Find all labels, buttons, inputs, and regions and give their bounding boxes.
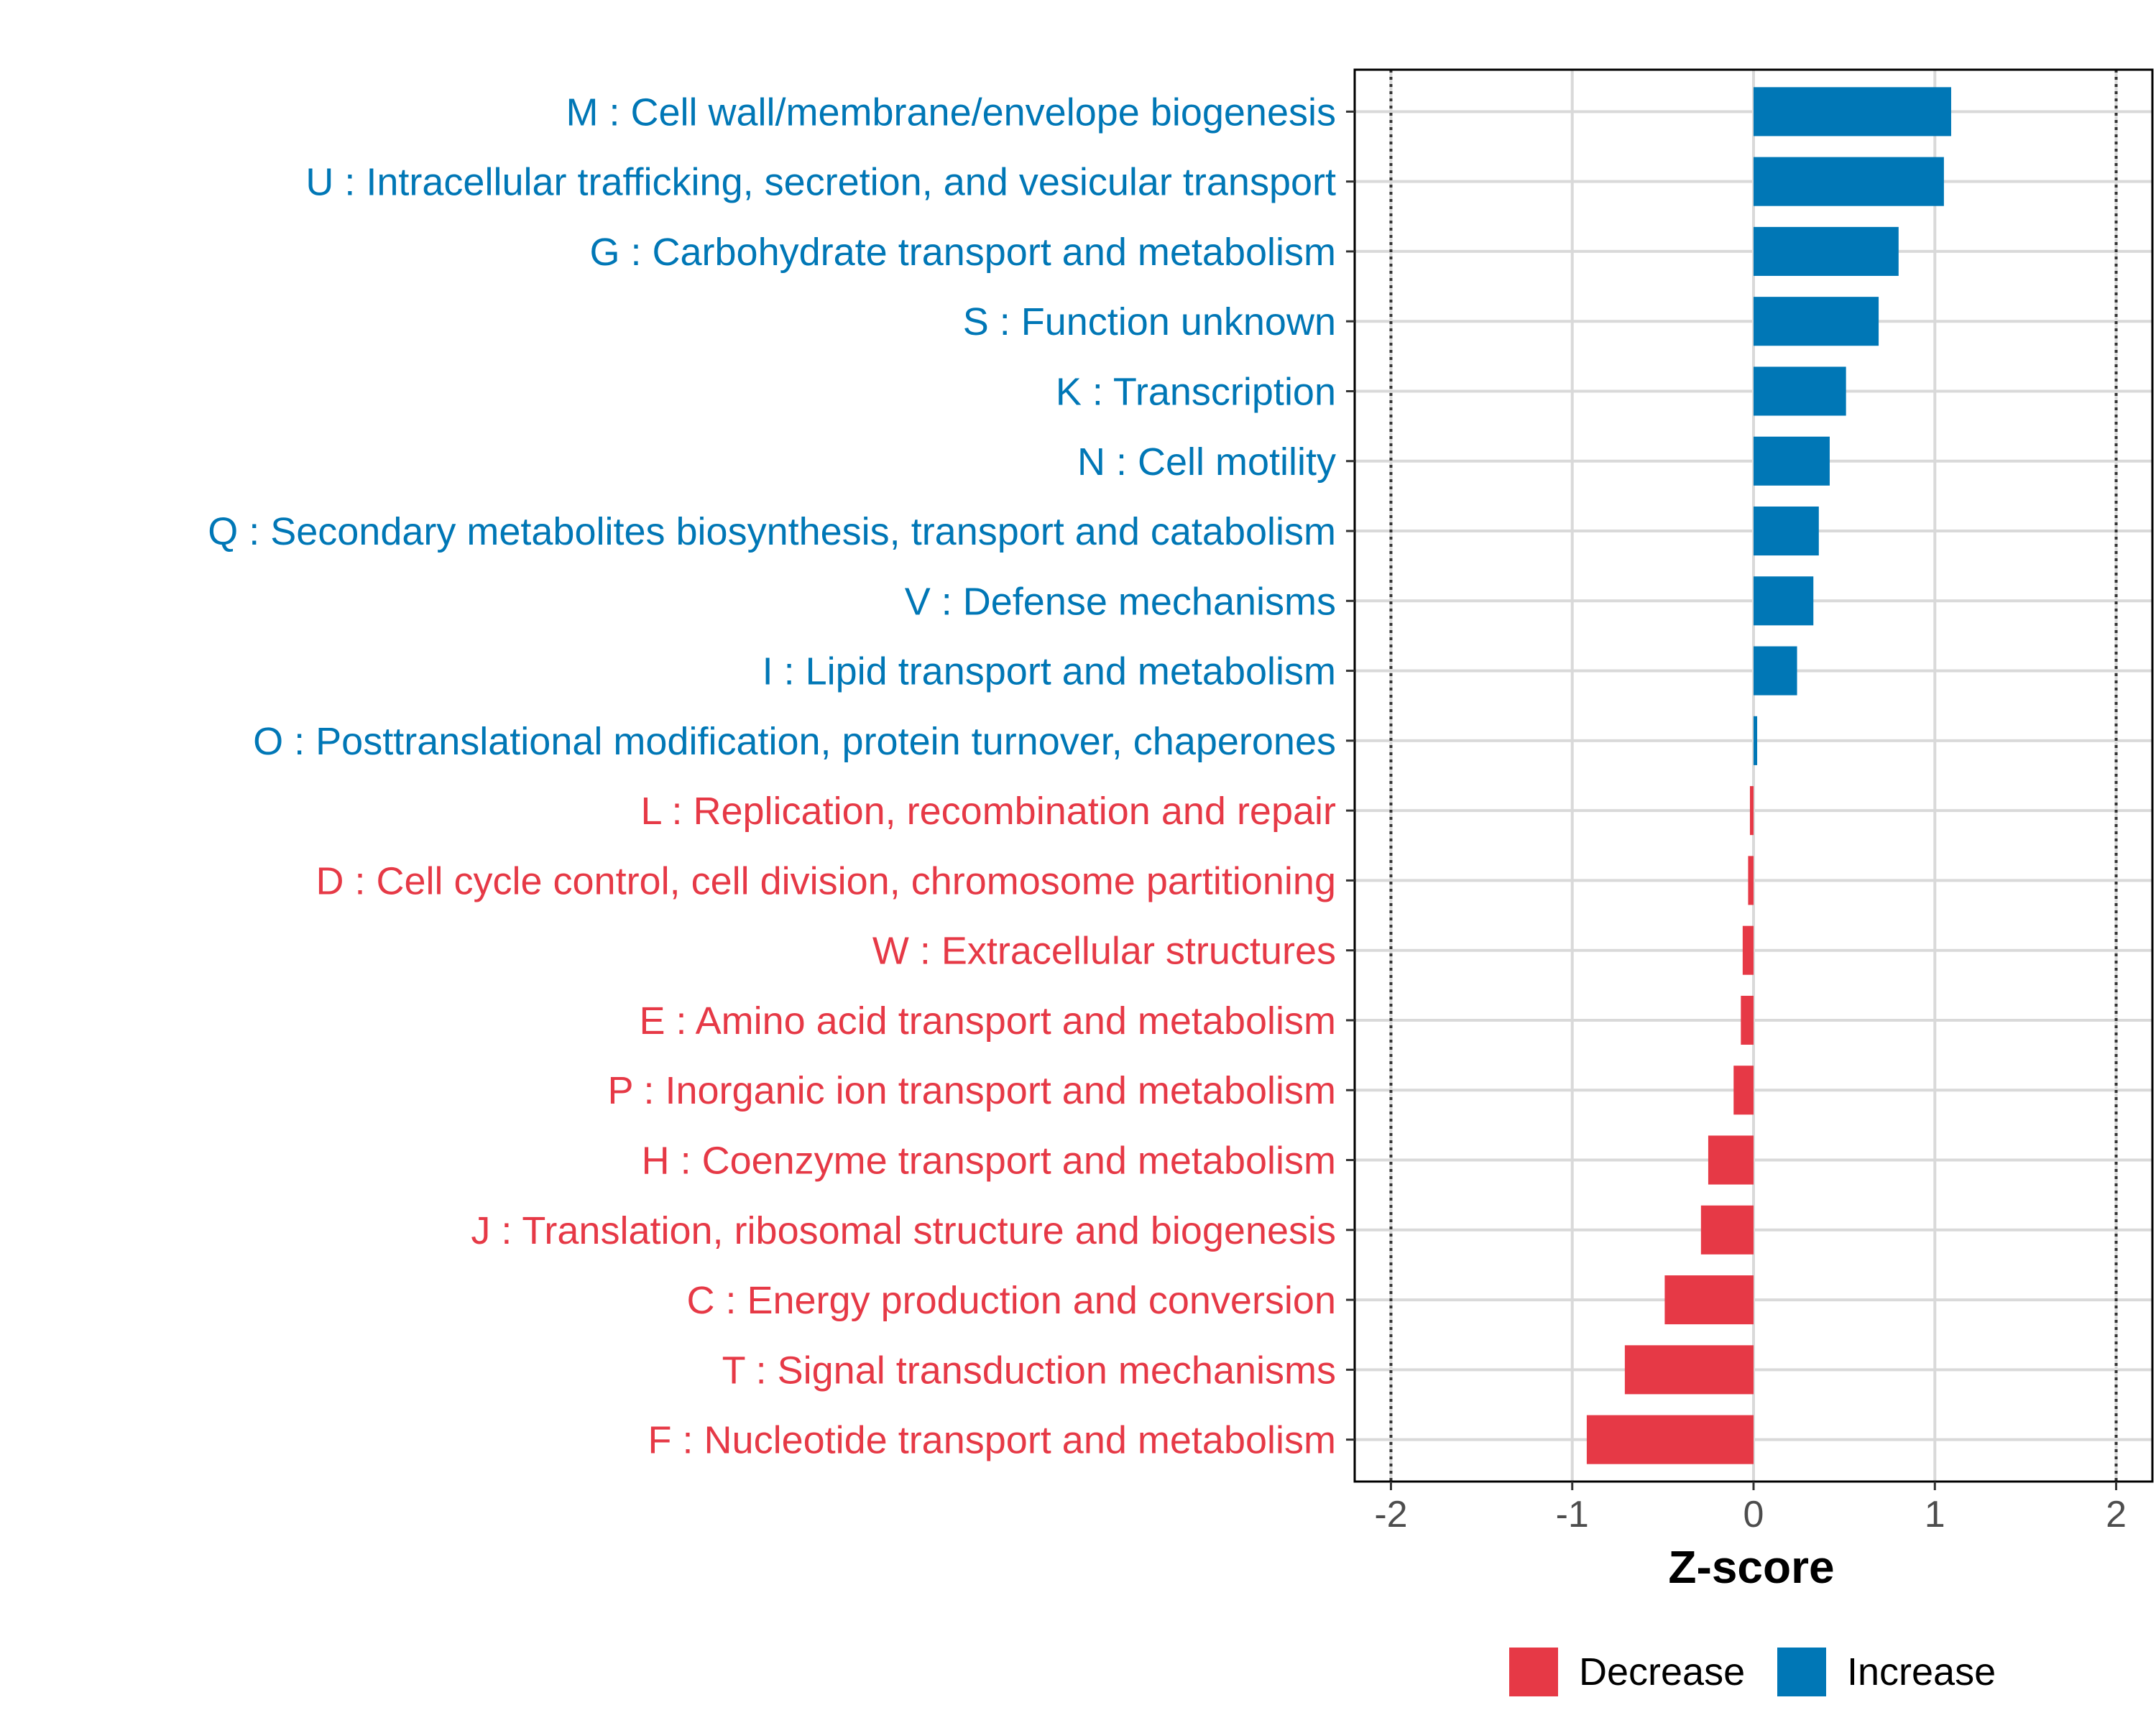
category-label: U : Intracellular trafficking, secretion… [305,161,1336,204]
bar [1754,226,1899,276]
bar [1754,157,1944,206]
bar [1754,646,1797,696]
category-label: O : Posttranslational modification, prot… [253,720,1336,763]
bar [1754,576,1814,626]
x-tick-label: -2 [1374,1494,1407,1535]
category-label: N : Cell motility [1077,440,1336,484]
category-label: J : Translation, ribosomal structure and… [471,1209,1336,1252]
bar [1754,366,1846,416]
bar [1664,1275,1754,1325]
bar [1700,1205,1754,1255]
bar [1754,87,1951,137]
bar [1749,786,1754,836]
bar [1754,436,1830,486]
category-label: I : Lipid transport and metabolism [763,650,1336,693]
category-label: W : Extracellular structures [872,930,1336,973]
bar [1754,506,1819,556]
category-label: E : Amino acid transport and metabolism [640,999,1336,1043]
x-tick-label: 0 [1743,1494,1764,1535]
bar-layer [1586,87,1951,1464]
legend-label: Decrease [1579,1650,1745,1694]
grid-layer [1355,70,2152,1482]
bar [1748,856,1754,905]
category-label: C : Energy production and conversion [686,1279,1336,1322]
category-label: H : Coenzyme transport and metabolism [642,1140,1336,1183]
category-label: V : Defense mechanisms [905,580,1336,623]
category-label: T : Signal transduction mechanisms [722,1349,1336,1392]
bar [1754,297,1879,346]
x-axis-title: Z-score [1668,1541,1834,1593]
category-label: M : Cell wall/membrane/envelope biogenes… [566,91,1336,134]
legend-swatch [1777,1648,1826,1696]
category-label: G : Carbohydrate transport and metabolis… [590,231,1337,274]
category-label: K : Transcription [1056,370,1336,413]
category-label: L : Replication, recombination and repai… [640,790,1336,833]
bar [1708,1135,1754,1185]
bar [1754,716,1758,765]
bar [1741,995,1754,1045]
x-tick-label: 2 [2106,1494,2127,1535]
legend-label: Increase [1847,1650,1996,1694]
category-labels: M : Cell wall/membrane/envelope biogenes… [208,91,1336,1461]
category-label: D : Cell cycle control, cell division, c… [315,859,1336,902]
x-axis: -2 -1 0 1 2 [1346,68,2154,1535]
bar [1586,1415,1754,1464]
legend: Decrease Increase [1509,1648,1996,1696]
category-label: F : Nucleotide transport and metabolism [648,1419,1336,1462]
category-label: Q : Secondary metabolites biosynthesis, … [208,510,1336,553]
bar [1733,1066,1754,1115]
x-tick-label: -1 [1556,1494,1589,1535]
category-label: P : Inorganic ion transport and metaboli… [607,1069,1336,1112]
legend-swatch [1509,1648,1558,1696]
bar [1624,1345,1754,1395]
x-tick-label: 1 [1925,1494,1945,1535]
bar [1742,925,1754,975]
category-label: S : Function unknown [963,300,1336,343]
